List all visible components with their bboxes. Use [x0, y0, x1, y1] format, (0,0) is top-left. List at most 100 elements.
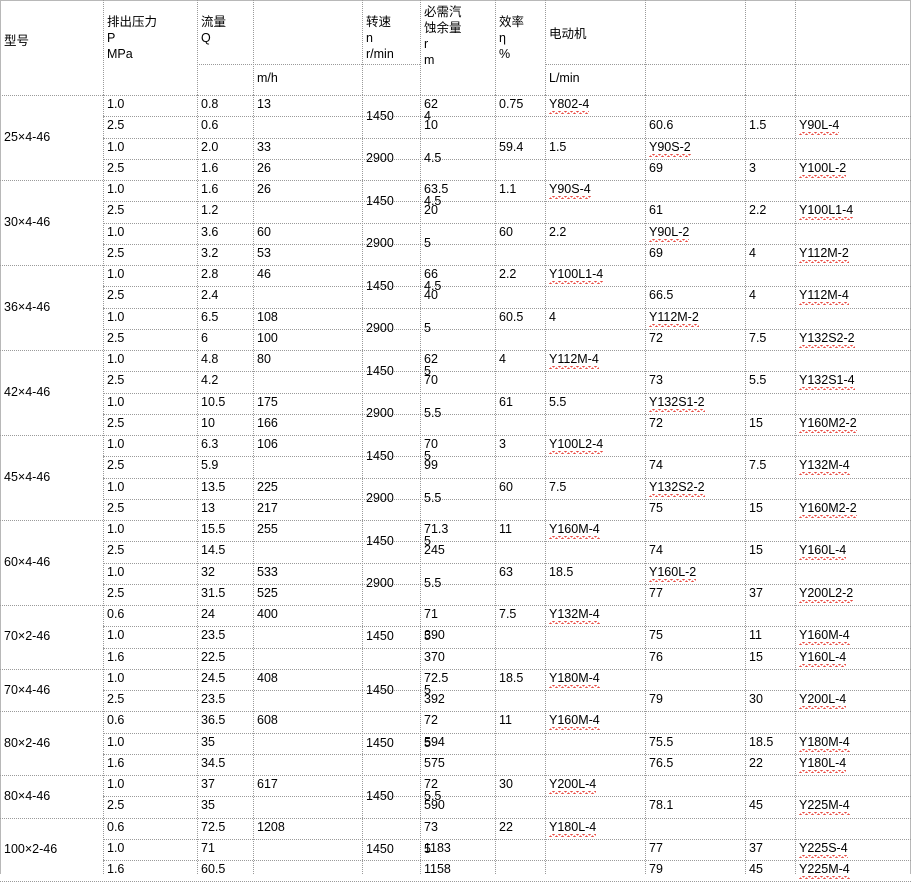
header-line: 必需汽 — [424, 5, 462, 19]
cell-flow-m3h: 225 — [257, 479, 278, 494]
cell-efficiency-b: 66.5 — [649, 288, 674, 303]
cell-flow-ls: 71 — [201, 840, 215, 855]
cell-motor-power-b — [745, 435, 795, 456]
header-npsh: 必需汽 蚀余量 r m — [420, 2, 495, 95]
motor-model-text: Y160L-2 — [649, 564, 697, 582]
cell-motor-power-b — [745, 775, 795, 796]
motor-model-text: Y132S1-2 — [649, 394, 705, 412]
cell-motor-extra — [795, 223, 911, 244]
cell-motor-power-b: 4 — [749, 288, 756, 303]
cell-npsh-r: 4.5 — [424, 193, 442, 208]
cell-npsh-r: 4.5 — [424, 278, 442, 293]
cell-flow-ls: 13 — [201, 500, 215, 515]
cell-npsh-r: 5 — [424, 682, 431, 697]
cell-pressure: 1.0 — [107, 564, 125, 579]
cell-efficiency-b — [645, 350, 745, 371]
cell-motor-model-c: Y200L2-2 — [795, 584, 911, 605]
motor-model-text: Y180L-4 — [549, 819, 597, 837]
cell-motor-power-b — [745, 350, 795, 371]
cell-motor-extra — [795, 478, 911, 499]
cell-npsh-value: 71.3 — [424, 522, 449, 536]
cell-motor-power — [545, 286, 645, 307]
cell-speed: 1450 — [366, 108, 394, 123]
cell-pressure: 1.0 — [107, 437, 125, 451]
cell-motor-power: 2.2 — [549, 224, 567, 239]
cell-npsh-r: 5 — [424, 236, 431, 251]
cell-efficiency-b — [645, 180, 745, 201]
header-line: m — [424, 53, 435, 67]
cell-flow-ls: 6.5 — [201, 309, 219, 324]
cell-npsh-r: 4 — [424, 108, 431, 123]
cell-flow-ls: 32 — [201, 564, 215, 579]
cell-motor-power-b: 4 — [749, 245, 756, 260]
motor-model-text: Y100L1-4 — [799, 203, 854, 221]
cell-pressure: 1.6 — [107, 862, 125, 876]
cell-flow-ls: 10 — [201, 415, 215, 430]
cell-motor-power-b: 45 — [749, 862, 763, 876]
cell-motor-model-b: Y132S2-2 — [645, 478, 745, 499]
header-efficiency: 效率 η% — [495, 12, 545, 95]
cell-speed: 2900 — [366, 491, 394, 506]
cell-flow-m3h: 26 — [257, 182, 271, 196]
header-line: 蚀余量 — [424, 21, 462, 35]
cell-motor-model: Y160M-4 — [545, 520, 645, 541]
cell-pressure: 1.0 — [107, 628, 125, 643]
cell-efficiency-b: 76.5 — [649, 755, 674, 770]
cell-flow-ls: 0.6 — [201, 118, 219, 133]
cell-flow-ls: 31.5 — [201, 585, 226, 600]
motor-model-text: Y132S2-2 — [649, 479, 705, 497]
cell-flow-ls: 1.2 — [201, 203, 219, 218]
cell-pressure: 2.5 — [107, 203, 125, 218]
cell-flow-m3h: 255 — [257, 522, 278, 536]
cell-efficiency — [495, 201, 545, 222]
cell-speed: 1450 — [366, 735, 394, 750]
cell-motor-power-b: 18.5 — [749, 734, 774, 749]
motor-model-text: Y160M-4 — [549, 522, 600, 539]
grid-vline — [795, 0, 796, 95]
motor-model-text: Y160M2-2 — [799, 500, 857, 518]
cell-flow-m3h — [253, 839, 362, 860]
grid-vline — [745, 0, 746, 95]
cell-efficiency: 22 — [499, 819, 513, 834]
cell-motor-power-b: 2.2 — [749, 203, 767, 218]
header-line: 型号 — [4, 34, 30, 48]
cell-efficiency — [495, 648, 545, 669]
motor-model-text: Y112M-4 — [549, 352, 599, 369]
cell-speed: 2900 — [366, 151, 394, 166]
cell-pressure: 2.5 — [107, 798, 125, 813]
cell-efficiency — [495, 116, 545, 137]
cell-motor-power — [545, 733, 645, 754]
cell-motor-model: Y132M-4 — [545, 605, 645, 626]
row-model-label: 45×4-46 — [4, 470, 51, 484]
cell-motor-extra — [795, 669, 911, 690]
motor-model-text: Y160M-4 — [549, 713, 600, 731]
cell-npsh-value: 20 — [424, 203, 438, 218]
cell-motor-power-b: 37 — [749, 840, 763, 855]
cell-motor-model: Y180M-4 — [545, 669, 645, 690]
motor-model-text: Y112M-2 — [799, 245, 849, 263]
cell-motor-power-b: 15 — [749, 543, 763, 558]
motor-model-text: Y160L-4 — [799, 649, 847, 667]
cell-flow-ls: 6 — [201, 330, 208, 345]
cell-flow-ls: 2.4 — [201, 288, 219, 303]
cell-efficiency-b — [645, 711, 745, 732]
cell-npsh-value: 73 — [424, 819, 438, 834]
cell-motor-power-b — [745, 478, 795, 499]
cell-pressure: 1.0 — [107, 394, 125, 409]
cell-efficiency-b: 72 — [649, 415, 663, 430]
cell-motor-extra — [795, 308, 911, 329]
motor-model-text: Y225M-4 — [799, 798, 850, 816]
cell-npsh-value: 40 — [424, 288, 438, 303]
cell-flow-m3h: 617 — [257, 777, 278, 791]
cell-npsh-r: 5 — [424, 629, 431, 644]
cell-efficiency: 63 — [499, 564, 513, 579]
cell-npsh-value: 390 — [424, 628, 445, 643]
cell-pressure: 1.0 — [107, 267, 125, 281]
cell-motor-extra — [795, 520, 911, 541]
cell-efficiency-b: 76 — [649, 649, 663, 664]
cell-flow-m3h — [253, 286, 362, 307]
cell-flow-m3h: 108 — [257, 309, 278, 324]
cell-flow-m3h — [253, 116, 362, 137]
cell-npsh-value: 1183 — [424, 840, 451, 855]
header-line: L/min — [549, 71, 580, 85]
